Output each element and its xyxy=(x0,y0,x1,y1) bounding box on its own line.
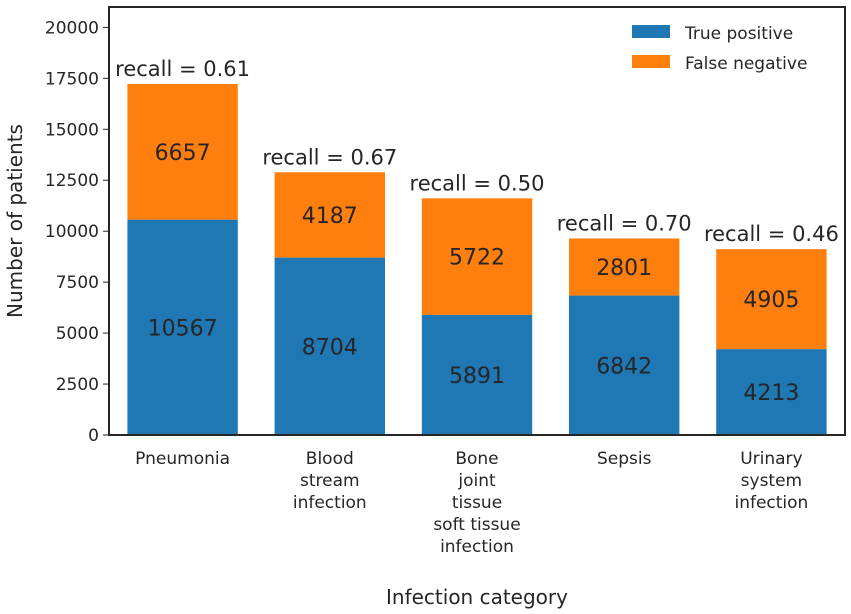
x-category-label: Urinary system infection xyxy=(734,449,808,513)
legend-swatch-false-negative xyxy=(632,55,670,68)
data-label-true-positive: 8704 xyxy=(302,335,358,360)
data-label-true-positive: 10567 xyxy=(148,316,218,341)
x-category-label: Pneumonia xyxy=(135,449,230,469)
recall-annotation: recall = 0.67 xyxy=(262,145,397,169)
recall-annotation: recall = 0.46 xyxy=(704,222,839,246)
x-axis-title: Infection category xyxy=(386,585,568,609)
x-category-label: Blood stream infection xyxy=(293,449,367,513)
legend-swatch-true-positive xyxy=(632,25,670,38)
bar-true-positive xyxy=(421,314,533,435)
y-tick-label: 12500 xyxy=(45,171,99,191)
data-label-false-negative: 4905 xyxy=(743,288,799,313)
data-label-false-negative: 4187 xyxy=(302,204,358,229)
bar-true-positive xyxy=(274,257,385,435)
data-label-false-negative: 6657 xyxy=(155,141,211,166)
bar-false-negative xyxy=(716,249,827,350)
data-label-false-negative: 5722 xyxy=(449,246,505,271)
y-tick-label: 20000 xyxy=(45,18,99,38)
y-tick-label: 10000 xyxy=(45,222,99,242)
plot-frame xyxy=(108,6,846,436)
bar-true-positive xyxy=(716,349,827,435)
labels-layer: 10567 6657 recall = 0.61 8704 4187 recall = 0… xyxy=(115,57,839,406)
legend-label-true-positive: True positive xyxy=(684,24,793,44)
y-tick-label: 7500 xyxy=(56,273,99,293)
y-tick-label: 15000 xyxy=(45,120,99,140)
recall-annotation: recall = 0.70 xyxy=(557,211,692,235)
x-axis: Pneumonia Blood stream infection Bone joint ti… xyxy=(135,449,808,557)
bar-false-negative xyxy=(274,172,385,258)
y-tick-label: 5000 xyxy=(56,324,99,344)
x-category-label: Bone joint tissue soft tissue infection xyxy=(433,449,520,557)
legend-label-false-negative: False negative xyxy=(685,54,807,74)
bar-false-negative xyxy=(127,83,238,220)
y-axis: 0 2500 5000 7500 10000 12500 15000 17500 20000 xyxy=(45,18,109,446)
bar-true-positive xyxy=(569,295,680,435)
bars-layer xyxy=(127,83,827,435)
recall-annotation: recall = 0.61 xyxy=(115,57,250,81)
data-label-true-positive: 4213 xyxy=(743,381,799,406)
bar-false-negative xyxy=(421,198,533,315)
data-label-false-negative: 2801 xyxy=(596,256,652,281)
recall-annotation: recall = 0.50 xyxy=(410,171,545,195)
y-tick-label: 17500 xyxy=(45,69,99,89)
y-axis-title: Number of patients xyxy=(3,124,27,318)
data-label-true-positive: 6842 xyxy=(596,354,652,379)
x-category-label: Sepsis xyxy=(597,449,652,469)
legend: True positive False negative xyxy=(632,24,807,74)
bar-false-negative xyxy=(569,238,680,296)
data-label-true-positive: 5891 xyxy=(449,364,505,389)
y-tick-label: 0 xyxy=(88,426,99,446)
y-tick-label: 2500 xyxy=(56,375,99,395)
bar-true-positive xyxy=(127,219,238,435)
